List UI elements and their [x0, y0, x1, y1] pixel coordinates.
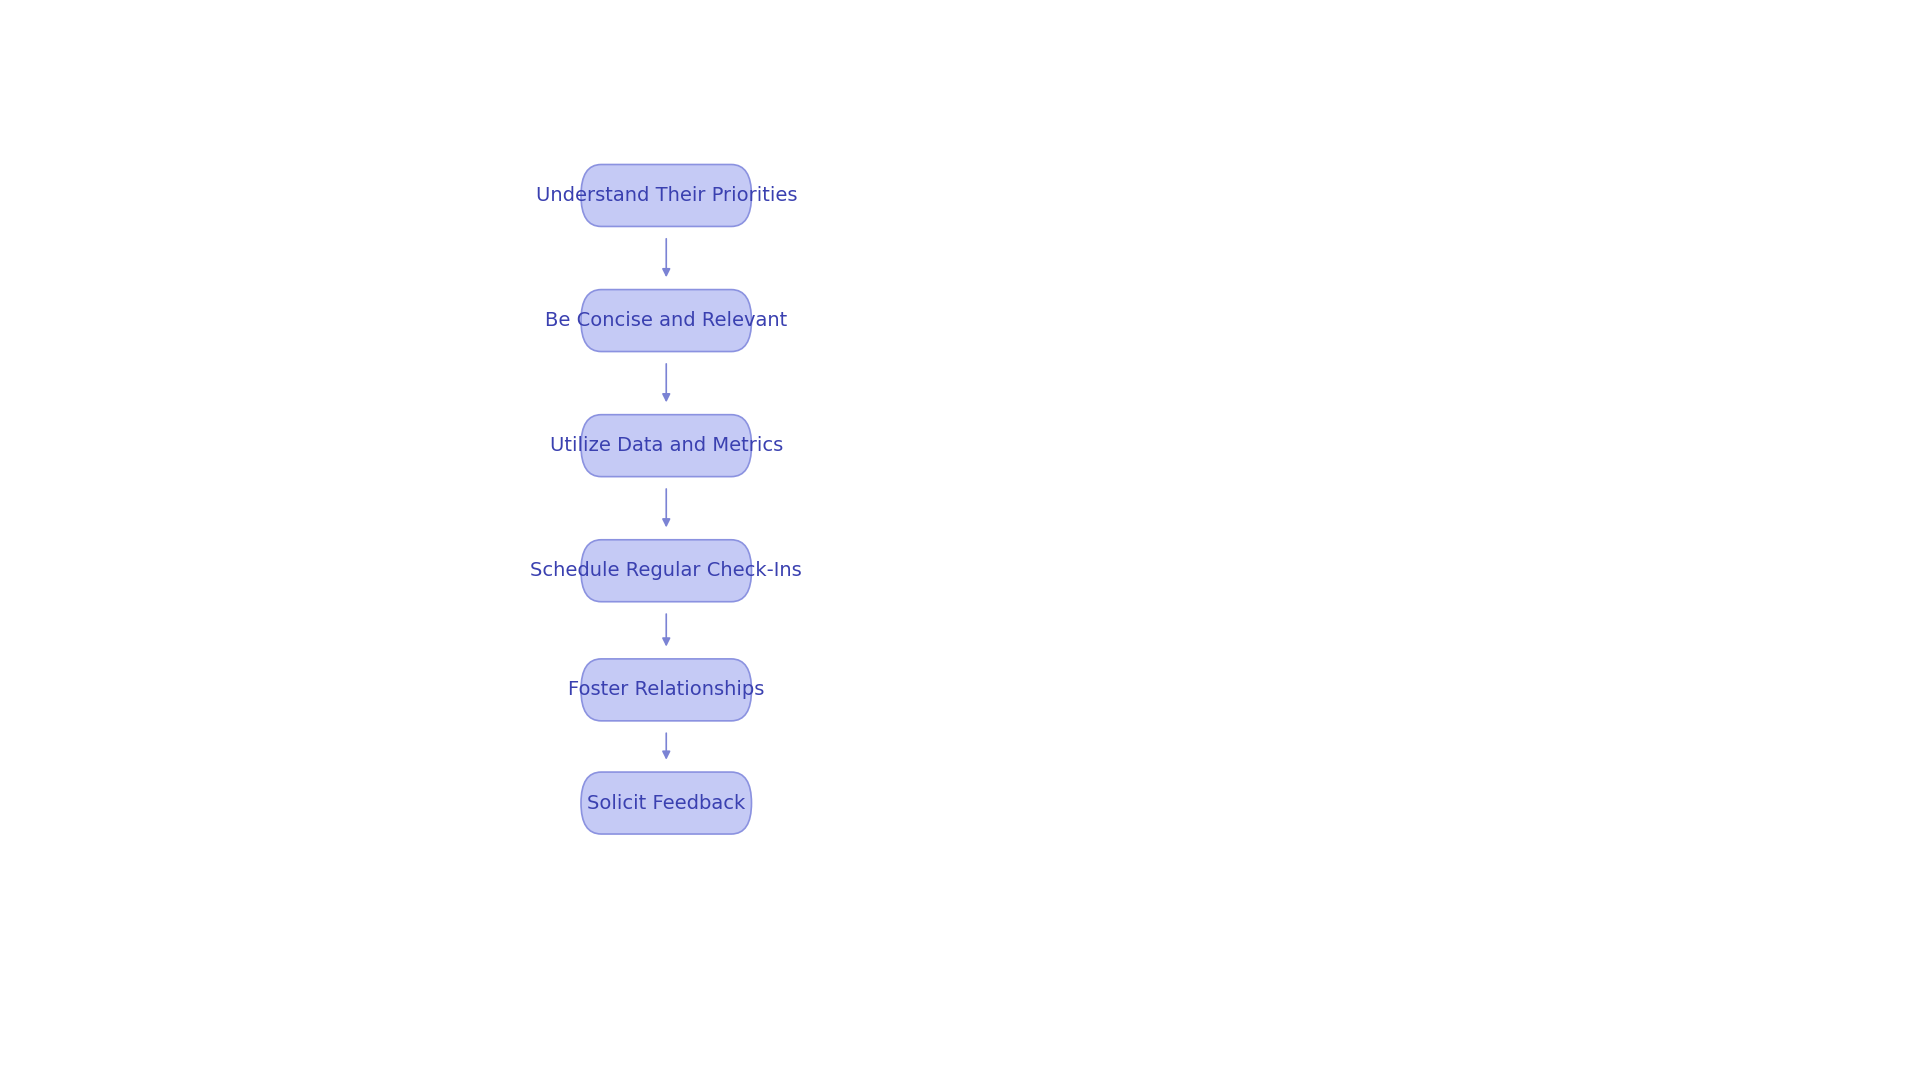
FancyBboxPatch shape [582, 165, 751, 226]
Text: Schedule Regular Check-Ins: Schedule Regular Check-Ins [530, 561, 803, 580]
FancyBboxPatch shape [582, 415, 751, 477]
Text: Utilize Data and Metrics: Utilize Data and Metrics [549, 436, 783, 455]
FancyBboxPatch shape [582, 658, 751, 721]
Text: Foster Relationships: Foster Relationships [568, 680, 764, 700]
Text: Be Concise and Relevant: Be Concise and Relevant [545, 311, 787, 330]
FancyBboxPatch shape [582, 539, 751, 602]
Text: Solicit Feedback: Solicit Feedback [588, 794, 745, 812]
Text: Understand Their Priorities: Understand Their Priorities [536, 186, 797, 205]
FancyBboxPatch shape [582, 289, 751, 352]
FancyBboxPatch shape [582, 772, 751, 834]
